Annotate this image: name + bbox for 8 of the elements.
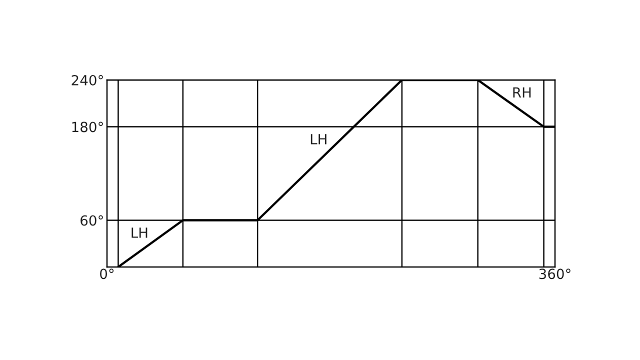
x-tick-label: 360° bbox=[539, 268, 570, 280]
annotation: LH bbox=[132, 228, 148, 238]
y-tick-label: 180° bbox=[72, 122, 103, 132]
annotation: LH bbox=[310, 134, 326, 144]
annotation: RH bbox=[513, 87, 531, 98]
x-tick-label: 0° bbox=[100, 268, 114, 280]
y-tick-label: 60° bbox=[80, 215, 103, 226]
y-tick-label: 240° bbox=[72, 74, 103, 86]
